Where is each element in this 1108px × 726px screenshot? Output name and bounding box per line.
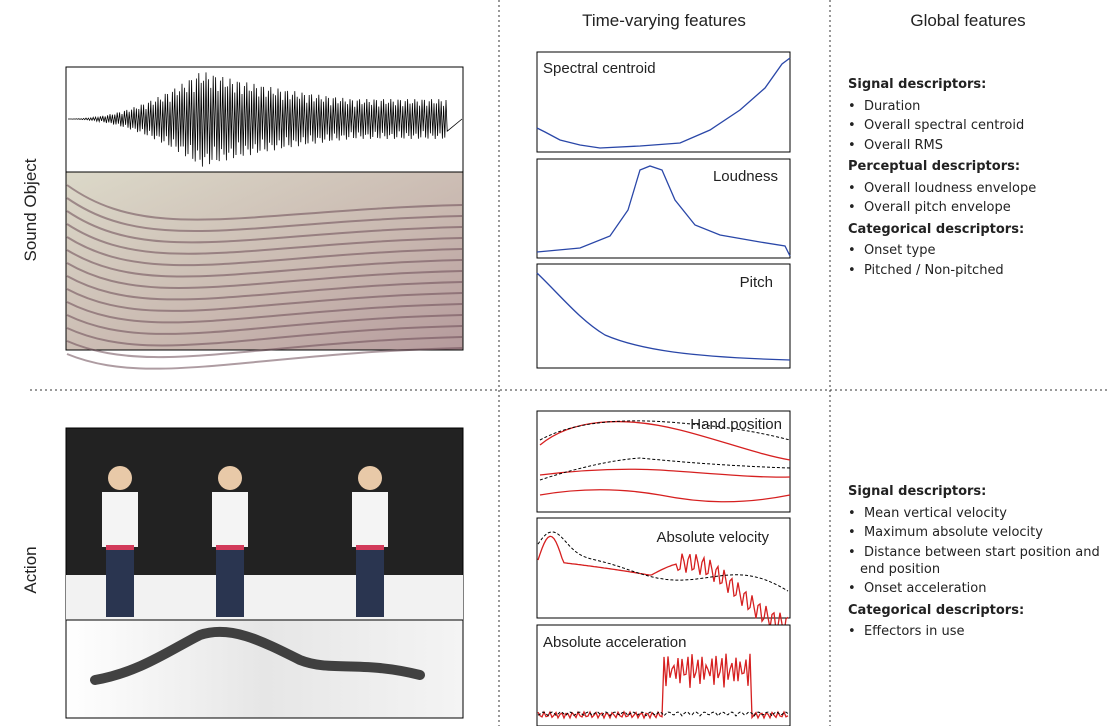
column-header: Time-varying features [582, 11, 746, 30]
descriptor-heading: Perceptual descriptors: [848, 156, 1108, 178]
action-global-list: Signal descriptors: Mean vertical velocit… [848, 481, 1108, 643]
sound-global-list: Signal descriptors: Duration Overall spect… [848, 74, 1108, 281]
descriptor-item: Maximum absolute velocity [848, 524, 1108, 541]
belt [356, 545, 384, 550]
row-label: Action [21, 546, 40, 593]
panel-label: Loudness [713, 168, 778, 185]
descriptor-heading: Categorical descriptors: [848, 600, 1108, 622]
descriptor-item: Effectors in use [848, 623, 1108, 640]
descriptor-item: Overall loudness envelope [848, 180, 1108, 197]
row-label: Sound Object [21, 158, 40, 261]
descriptor-item: Onset type [848, 242, 1108, 259]
descriptor-heading: Signal descriptors: [848, 74, 1108, 96]
legs [356, 547, 384, 617]
panel-label: Spectral centroid [543, 60, 656, 77]
legs [216, 547, 244, 617]
descriptor-item: Mean vertical velocity [848, 505, 1108, 522]
head [218, 466, 242, 490]
panel-label: Hand position [690, 416, 782, 433]
panel-label: Pitch [740, 274, 773, 291]
torso [352, 492, 388, 547]
page: Time-varying features Global features So… [0, 0, 1108, 726]
belt [216, 545, 244, 550]
torso [102, 492, 138, 547]
descriptor-heading: Signal descriptors: [848, 481, 1108, 503]
descriptor-heading: Categorical descriptors: [848, 219, 1108, 241]
head [358, 466, 382, 490]
descriptor-item: Overall spectral centroid [848, 117, 1108, 134]
descriptor-item: Pitched / Non-pitched [848, 262, 1108, 279]
descriptor-item: Overall pitch envelope [848, 199, 1108, 216]
harmonic [67, 348, 462, 369]
legs [106, 547, 134, 617]
column-header: Global features [910, 11, 1025, 30]
belt [106, 545, 134, 550]
panel-label: Absolute velocity [656, 529, 769, 546]
descriptor-item: Onset acceleration [848, 580, 1108, 597]
descriptor-item: Distance between start position and end … [848, 544, 1108, 578]
descriptor-item: Duration [848, 98, 1108, 115]
torso [212, 492, 248, 547]
panel-label: Absolute acceleration [543, 634, 686, 651]
descriptor-item: Overall RMS [848, 137, 1108, 154]
head [108, 466, 132, 490]
